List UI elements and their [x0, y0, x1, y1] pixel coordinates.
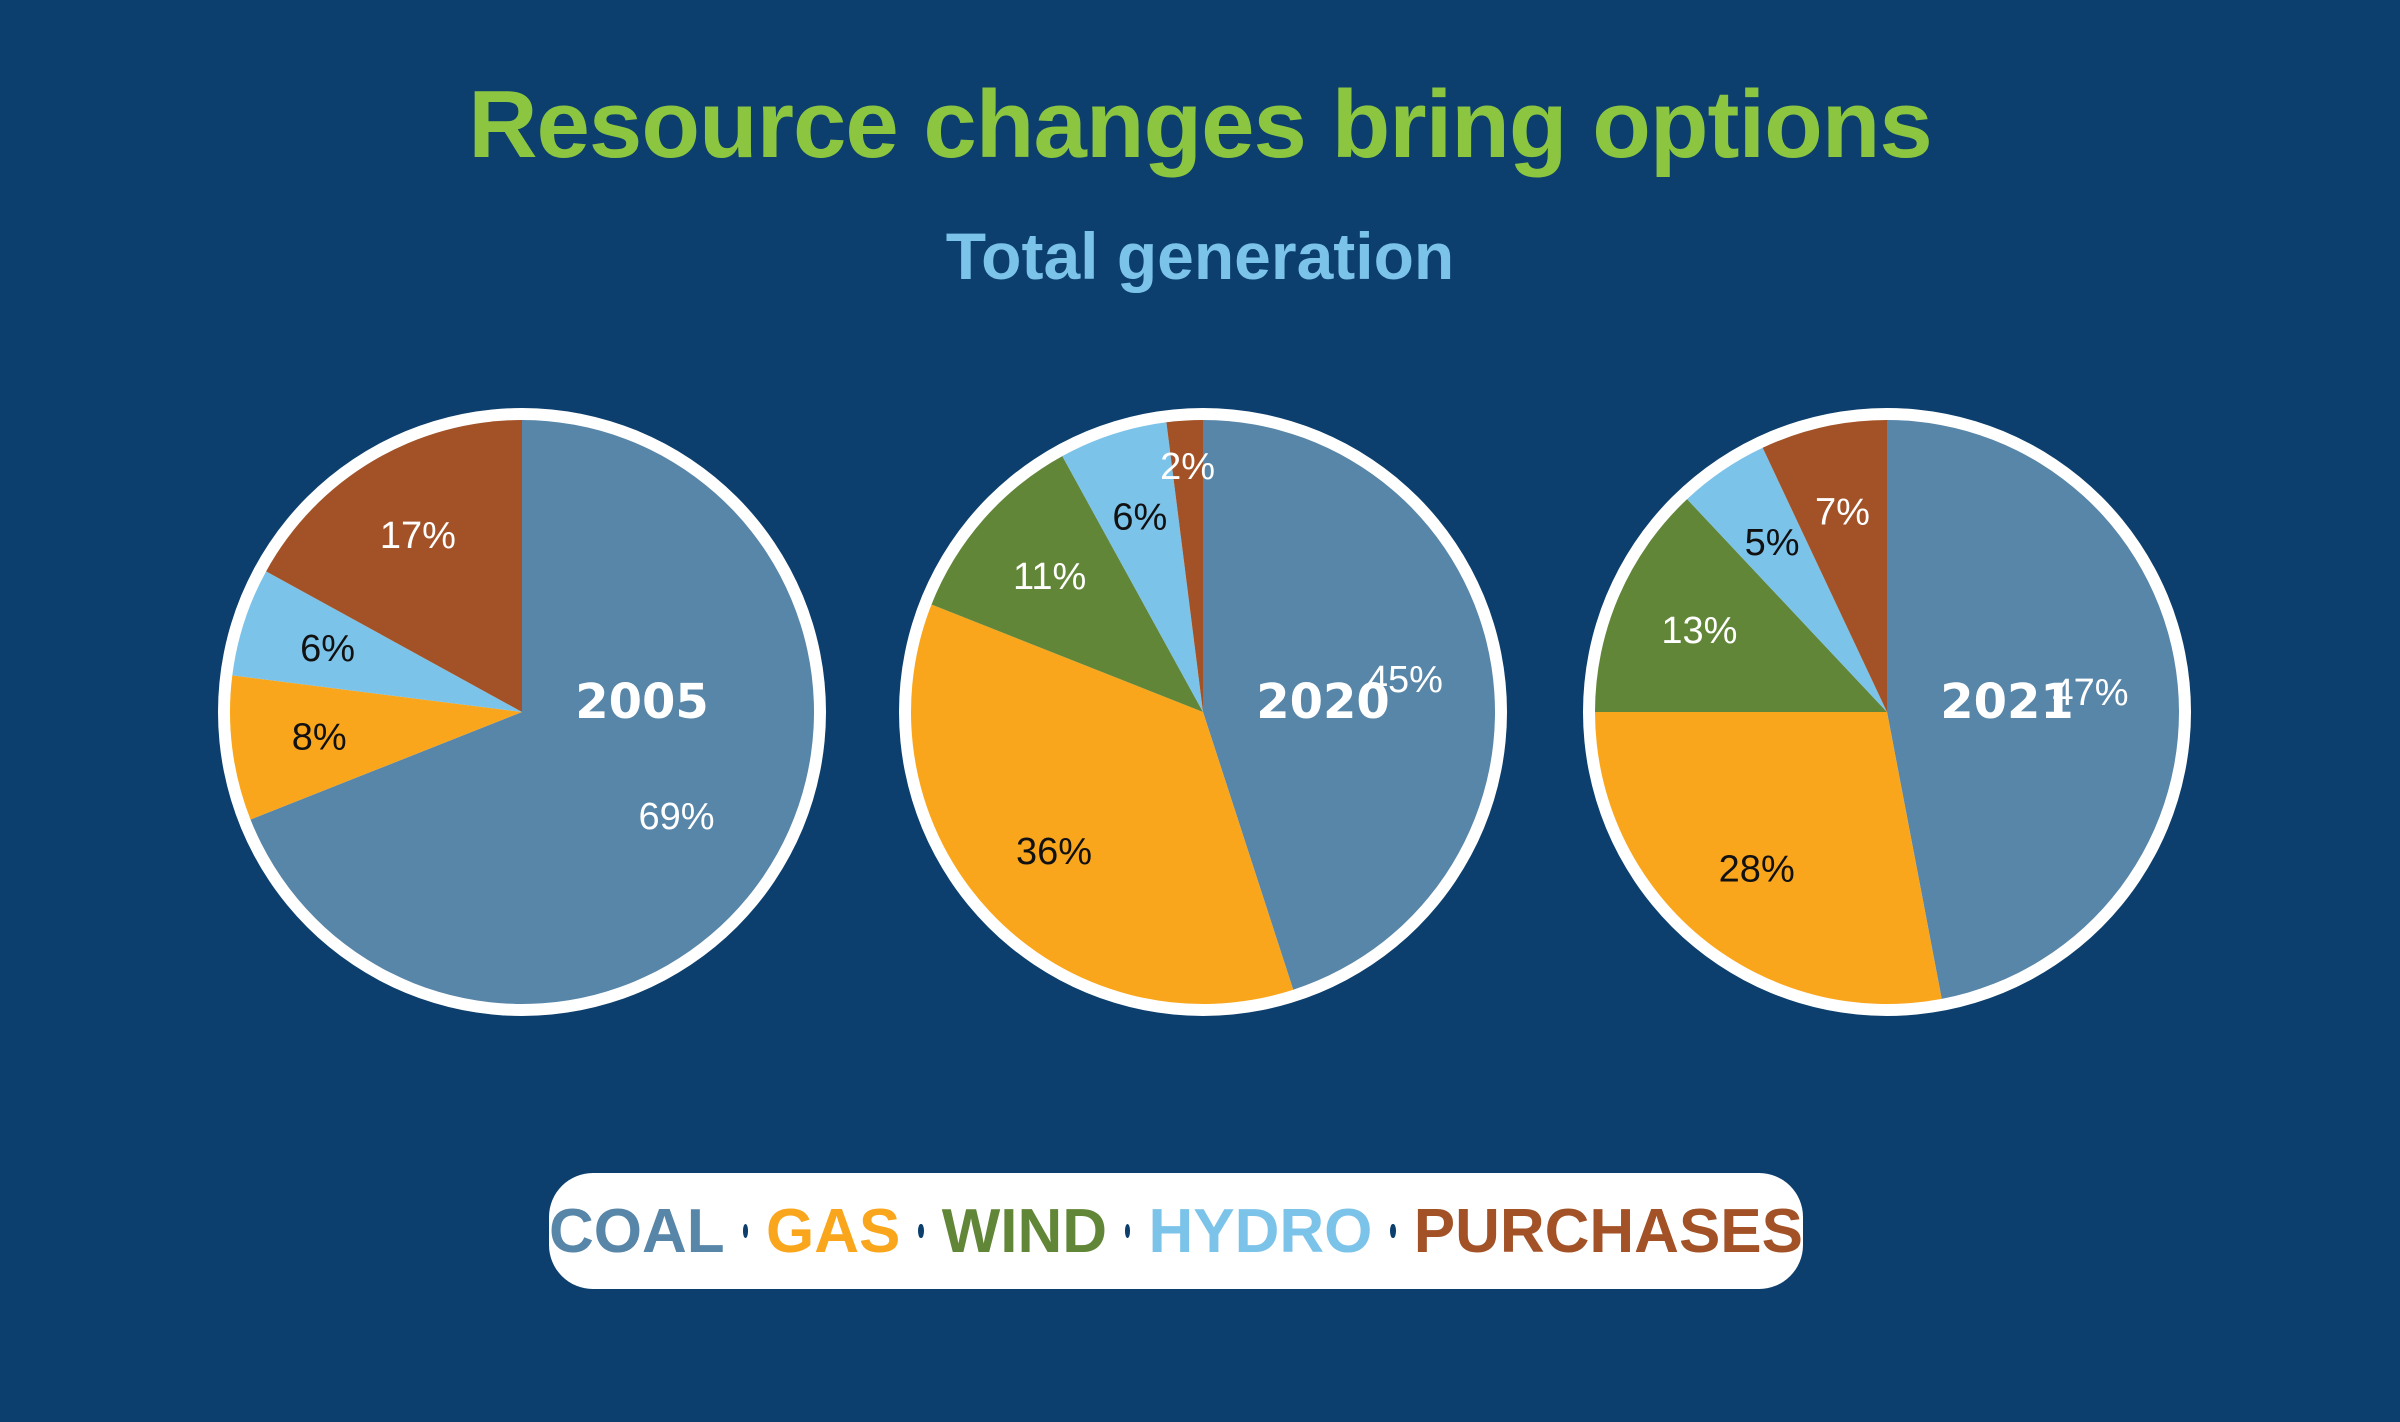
slice-label-gas: 36%: [1016, 831, 1092, 873]
slice-label-gas: 28%: [1719, 848, 1795, 890]
slice-label-purchases: 2%: [1160, 446, 1215, 488]
pie-2005: 69% 8% 6% 17% 2005: [218, 408, 826, 1016]
chart-title: Resource changes bring options: [468, 71, 1933, 178]
slice-hydro: [232, 571, 523, 712]
slice-label-hydro: 6%: [1112, 497, 1167, 539]
legend: COAL GAS WIND HYDRO PURCHASES: [549, 1173, 1803, 1289]
slice-label-coal: 45%: [1367, 659, 1443, 701]
legend-separator: [1125, 1224, 1131, 1238]
slice-coal: [250, 420, 815, 1005]
pie-year-label: 2020: [1256, 674, 1390, 730]
slice-label-hydro: 6%: [300, 628, 355, 670]
pie-2020: 45% 36% 11% 6% 2% 2020: [899, 408, 1507, 1016]
pie-year-label: 2021: [1940, 674, 2074, 730]
slice-label-coal: 69%: [639, 796, 715, 838]
slice-label-hydro: 5%: [1745, 522, 1800, 564]
slice-label-purchases: 17%: [380, 515, 456, 557]
chart-subtitle: Total generation: [945, 219, 1455, 293]
slice-hydro: [1062, 422, 1203, 712]
legend-separator: [1390, 1224, 1396, 1238]
slice-purchases: [266, 420, 522, 712]
pie-year-label: 2005: [575, 674, 709, 730]
legend-separator: [742, 1224, 749, 1238]
legend-item-purchases: PURCHASES: [1413, 1196, 1804, 1266]
slice-gas: [911, 604, 1294, 1004]
slice-label-wind: 13%: [1661, 610, 1737, 652]
slice-label-wind: 11%: [1013, 556, 1086, 598]
slice-purchases: [1166, 420, 1203, 712]
pie-2021: 47% 28% 13% 5% 7% 2021: [1583, 408, 2191, 1016]
slice-label-gas: 8%: [292, 717, 347, 759]
legend-item-coal: COAL: [549, 1196, 725, 1266]
slice-coal: [1203, 420, 1495, 990]
slice-hydro: [1687, 447, 1887, 712]
slice-gas: [230, 675, 522, 820]
legend-item-wind: WIND: [941, 1196, 1108, 1266]
slice-wind: [931, 456, 1203, 712]
slice-gas: [1595, 712, 1942, 1004]
legend-separator: [918, 1224, 924, 1238]
slice-wind: [1595, 499, 1887, 712]
legend-item-hydro: HYDRO: [1148, 1196, 1373, 1266]
slice-purchases: [1762, 420, 1887, 712]
slice-coal: [1887, 420, 2179, 999]
slice-label-coal: 47%: [2052, 672, 2128, 714]
legend-item-gas: GAS: [766, 1196, 901, 1266]
slice-label-purchases: 7%: [1815, 492, 1870, 534]
